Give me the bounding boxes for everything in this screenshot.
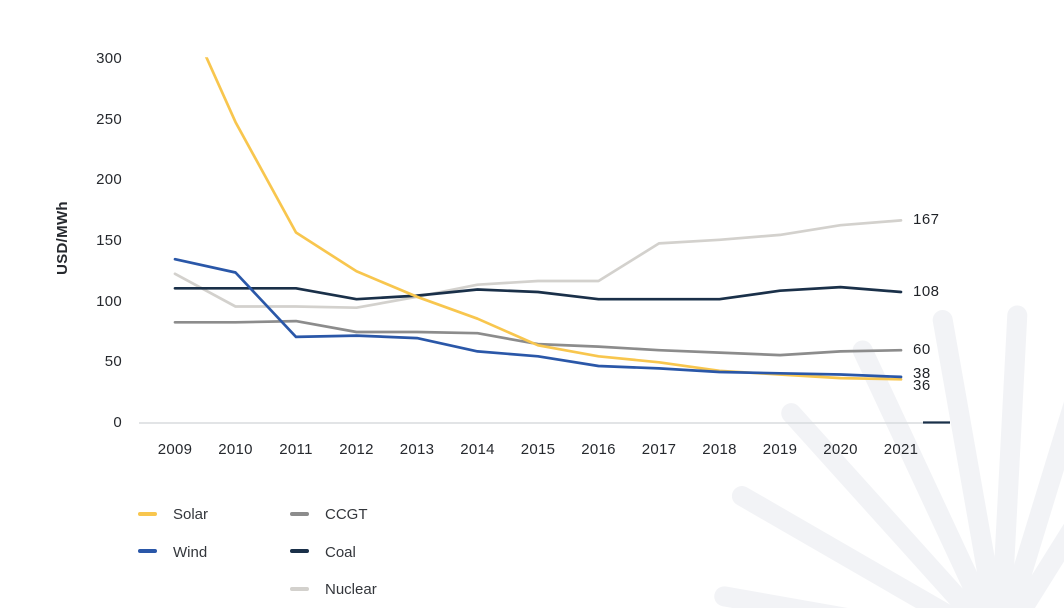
- x-tick-2016: 2016: [581, 441, 616, 458]
- y-tick-150: 150: [96, 232, 122, 249]
- legend-label-ccgt: CCGT: [325, 506, 368, 524]
- end-label-coal: 108: [913, 282, 940, 300]
- legend-item-wind: Wind: [138, 544, 207, 561]
- legend-swatch-coal: [290, 549, 309, 554]
- legend-label-nuclear: Nuclear: [325, 581, 377, 599]
- legend-label-wind: Wind: [173, 543, 208, 561]
- series-line-coal: [173, 285, 903, 301]
- legend-label-solar: Solar: [173, 506, 209, 524]
- x-tick-2013: 2013: [399, 441, 435, 458]
- x-tick-2017: 2017: [641, 441, 677, 458]
- y-tick-0: 0: [113, 414, 122, 431]
- legend-swatch-wind: [138, 549, 157, 554]
- end-label-ccgt: 60: [913, 341, 931, 359]
- legend-item-solar: Solar: [138, 506, 208, 523]
- x-tick-2012: 2012: [339, 441, 374, 458]
- y-tick-250: 250: [96, 110, 122, 128]
- legend-item-ccgt: CCGT: [290, 506, 368, 523]
- x-tick-2018: 2018: [702, 441, 737, 458]
- legend-swatch-nuclear: [290, 586, 309, 591]
- x-tick-2011: 2011: [279, 441, 313, 458]
- legend-swatch-ccgt: [290, 511, 309, 516]
- legend-item-nuclear: Nuclear: [290, 581, 377, 598]
- x-tick-2015: 2015: [520, 441, 556, 458]
- y-tick-200: 200: [96, 171, 122, 189]
- x-tick-2019: 2019: [762, 441, 798, 458]
- series-line-nuclear: [173, 219, 903, 310]
- x-tick-2021: 2021: [883, 441, 919, 458]
- x-tick-2014: 2014: [460, 441, 495, 458]
- end-label-solar: 36: [913, 377, 931, 395]
- series-line-wind: [173, 257, 903, 379]
- y-tick-100: 100: [96, 292, 122, 310]
- x-tick-2010: 2010: [218, 441, 253, 458]
- end-label-nuclear: 167: [913, 211, 940, 229]
- legend-item-coal: Coal: [290, 544, 356, 561]
- legend-swatch-solar: [138, 511, 157, 516]
- y-tick-300: 300: [96, 50, 122, 67]
- end-label-wind: 38: [913, 364, 931, 382]
- x-tick-2009: 2009: [157, 441, 193, 458]
- y-tick-50: 50: [104, 353, 122, 371]
- x-tick-2020: 2020: [823, 441, 858, 458]
- legend-label-coal: Coal: [325, 543, 356, 561]
